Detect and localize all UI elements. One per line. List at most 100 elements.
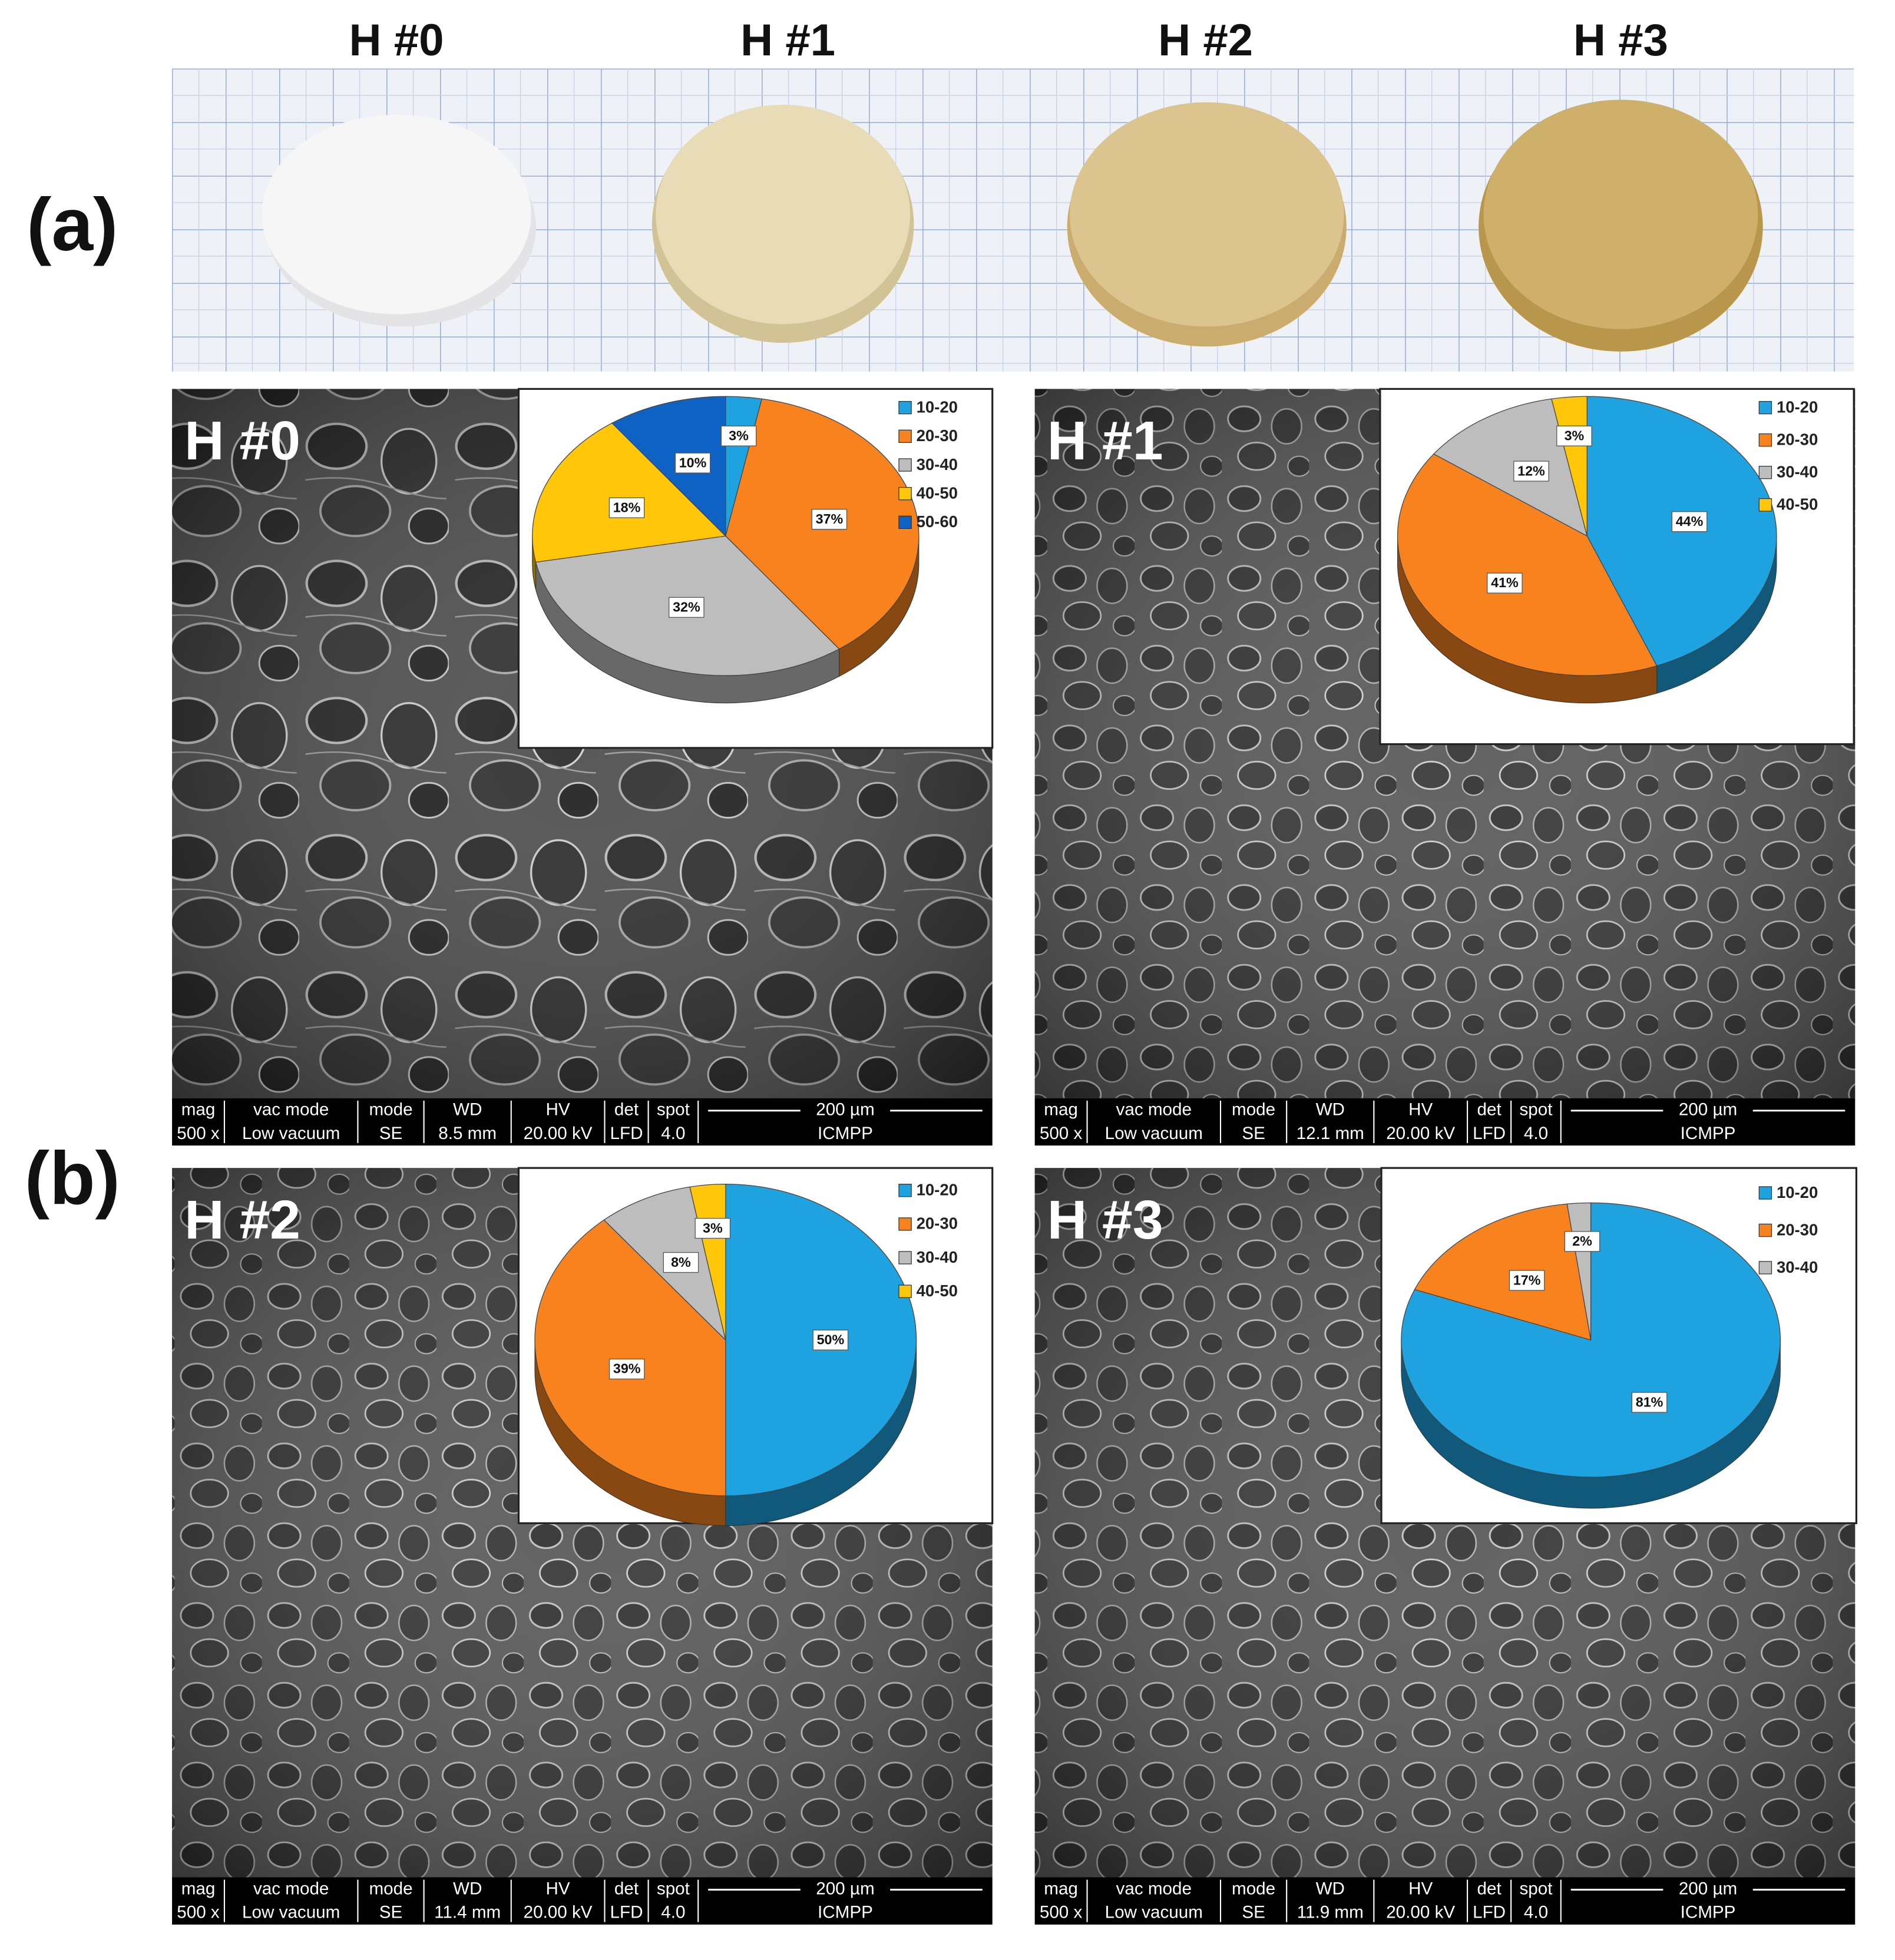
data-label: 12% [1517,463,1545,478]
legend-label: 10-20 [917,1181,958,1199]
pie-slice [611,396,726,537]
info-value: SE [1242,1903,1265,1922]
info-value: LFD [610,1903,643,1922]
info-value: SE [379,1903,403,1922]
legend-label: 40-50 [1777,495,1818,514]
info-header: spot [1519,1879,1553,1898]
sample-label: H #0 [349,15,444,65]
info-value: 11.9 mm [1297,1903,1364,1922]
info-value: 500 x [177,1124,220,1143]
pellet [1483,100,1758,329]
data-label-box [694,1218,731,1239]
info-header: mode [1232,1100,1275,1120]
info-value: 12.1 mm [1297,1124,1364,1143]
data-label-box [1513,461,1549,482]
info-header: 200 µm [1679,1879,1737,1898]
info-header: vac mode [253,1879,329,1898]
info-header: spot [657,1879,690,1898]
legend-swatch [898,1184,912,1197]
info-value: LFD [1473,1903,1506,1922]
scale-bar-gap [800,1879,891,1900]
sem-panel: H #3 mag 500 x vac mode Low vacuum mode SE WD 11… [1034,1167,1857,1925]
info-value: LFD [610,1124,643,1143]
info-header: WD [453,1100,482,1120]
info-value: Low vacuum [1105,1903,1203,1922]
data-label: 41% [1491,575,1519,590]
data-label: 81% [1636,1394,1664,1409]
info-value: LFD [1473,1124,1506,1143]
info-value: ICMPP [818,1124,873,1143]
sem-label: H #1 [1047,410,1163,471]
info-value: 8.5 mm [438,1124,497,1143]
data-label: 32% [673,600,700,615]
pie-slice [1433,398,1588,537]
data-label-box [1509,1270,1545,1291]
info-value: Low vacuum [1105,1124,1203,1143]
data-label-box [1556,425,1592,446]
data-label-box [1487,572,1523,594]
info-value: 4.0 [661,1124,685,1143]
legend-label: 30-40 [917,455,958,474]
data-label: 3% [729,428,749,443]
panel-label: (a) [27,183,118,266]
pellet [1069,102,1344,327]
data-label: 8% [671,1254,691,1270]
data-label-box [811,509,848,530]
info-header: det [1477,1879,1502,1898]
info-header: mag [181,1879,216,1898]
legend-swatch [898,458,912,472]
info-value: 500 x [1040,1903,1083,1922]
info-value: SE [379,1124,403,1143]
info-value: 500 x [177,1903,220,1922]
pie-slice [532,422,727,563]
legend-swatch [1758,465,1772,479]
data-label: 3% [1565,428,1585,443]
info-header: mode [1232,1879,1275,1898]
info-header: WD [1316,1100,1345,1120]
legend-swatch [898,1217,912,1231]
info-header: mode [369,1100,412,1120]
info-header: 200 µm [1679,1100,1737,1120]
scale-bar-gap [800,1100,891,1121]
data-label: 44% [1676,514,1704,529]
legend-label: 50-60 [917,512,958,531]
info-header: HV [546,1100,570,1120]
info-value: 20.00 kV [524,1903,593,1922]
info-header: 200 µm [816,1100,874,1120]
info-value: ICMPP [1681,1124,1736,1143]
info-header: mag [1044,1100,1078,1120]
pie-slice [1397,453,1658,676]
info-header: 200 µm [816,1879,874,1898]
legend-label: 30-40 [1777,463,1818,481]
info-header: mag [1044,1879,1078,1898]
legend-label: 30-40 [917,1248,958,1266]
data-label: 37% [816,511,844,527]
data-label-box [1671,511,1708,532]
info-header: mode [369,1879,412,1898]
info-value: 4.0 [1524,1124,1548,1143]
legend-swatch [898,400,912,415]
data-label: 10% [679,455,707,470]
legend-label: 30-40 [1777,1258,1818,1276]
info-header: det [614,1100,639,1120]
pellet [656,104,911,325]
data-label: 2% [1572,1233,1592,1249]
sem-panel: H #2 mag 500 x vac mode Low vacuum mode SE WD 11… [172,1167,994,1925]
sample-label: H #3 [1573,15,1668,65]
legend-label: 20-30 [1777,1220,1818,1239]
info-value: Low vacuum [242,1903,340,1922]
legend-swatch [1758,1261,1772,1274]
info-value: 11.4 mm [434,1903,501,1922]
data-label: 17% [1513,1272,1541,1287]
data-label-box [669,597,705,618]
info-value: 500 x [1040,1124,1083,1143]
pellet [262,114,531,314]
legend-swatch [898,1284,912,1298]
info-header: det [1477,1100,1502,1120]
sem-panel: H #1 mag 500 x vac mode Low vacuum mode SE WD 12… [1034,388,1856,1146]
info-header: spot [657,1100,690,1120]
data-label-box [663,1252,699,1273]
data-label-box [608,1358,645,1380]
scale-bar-gap [1663,1100,1753,1121]
